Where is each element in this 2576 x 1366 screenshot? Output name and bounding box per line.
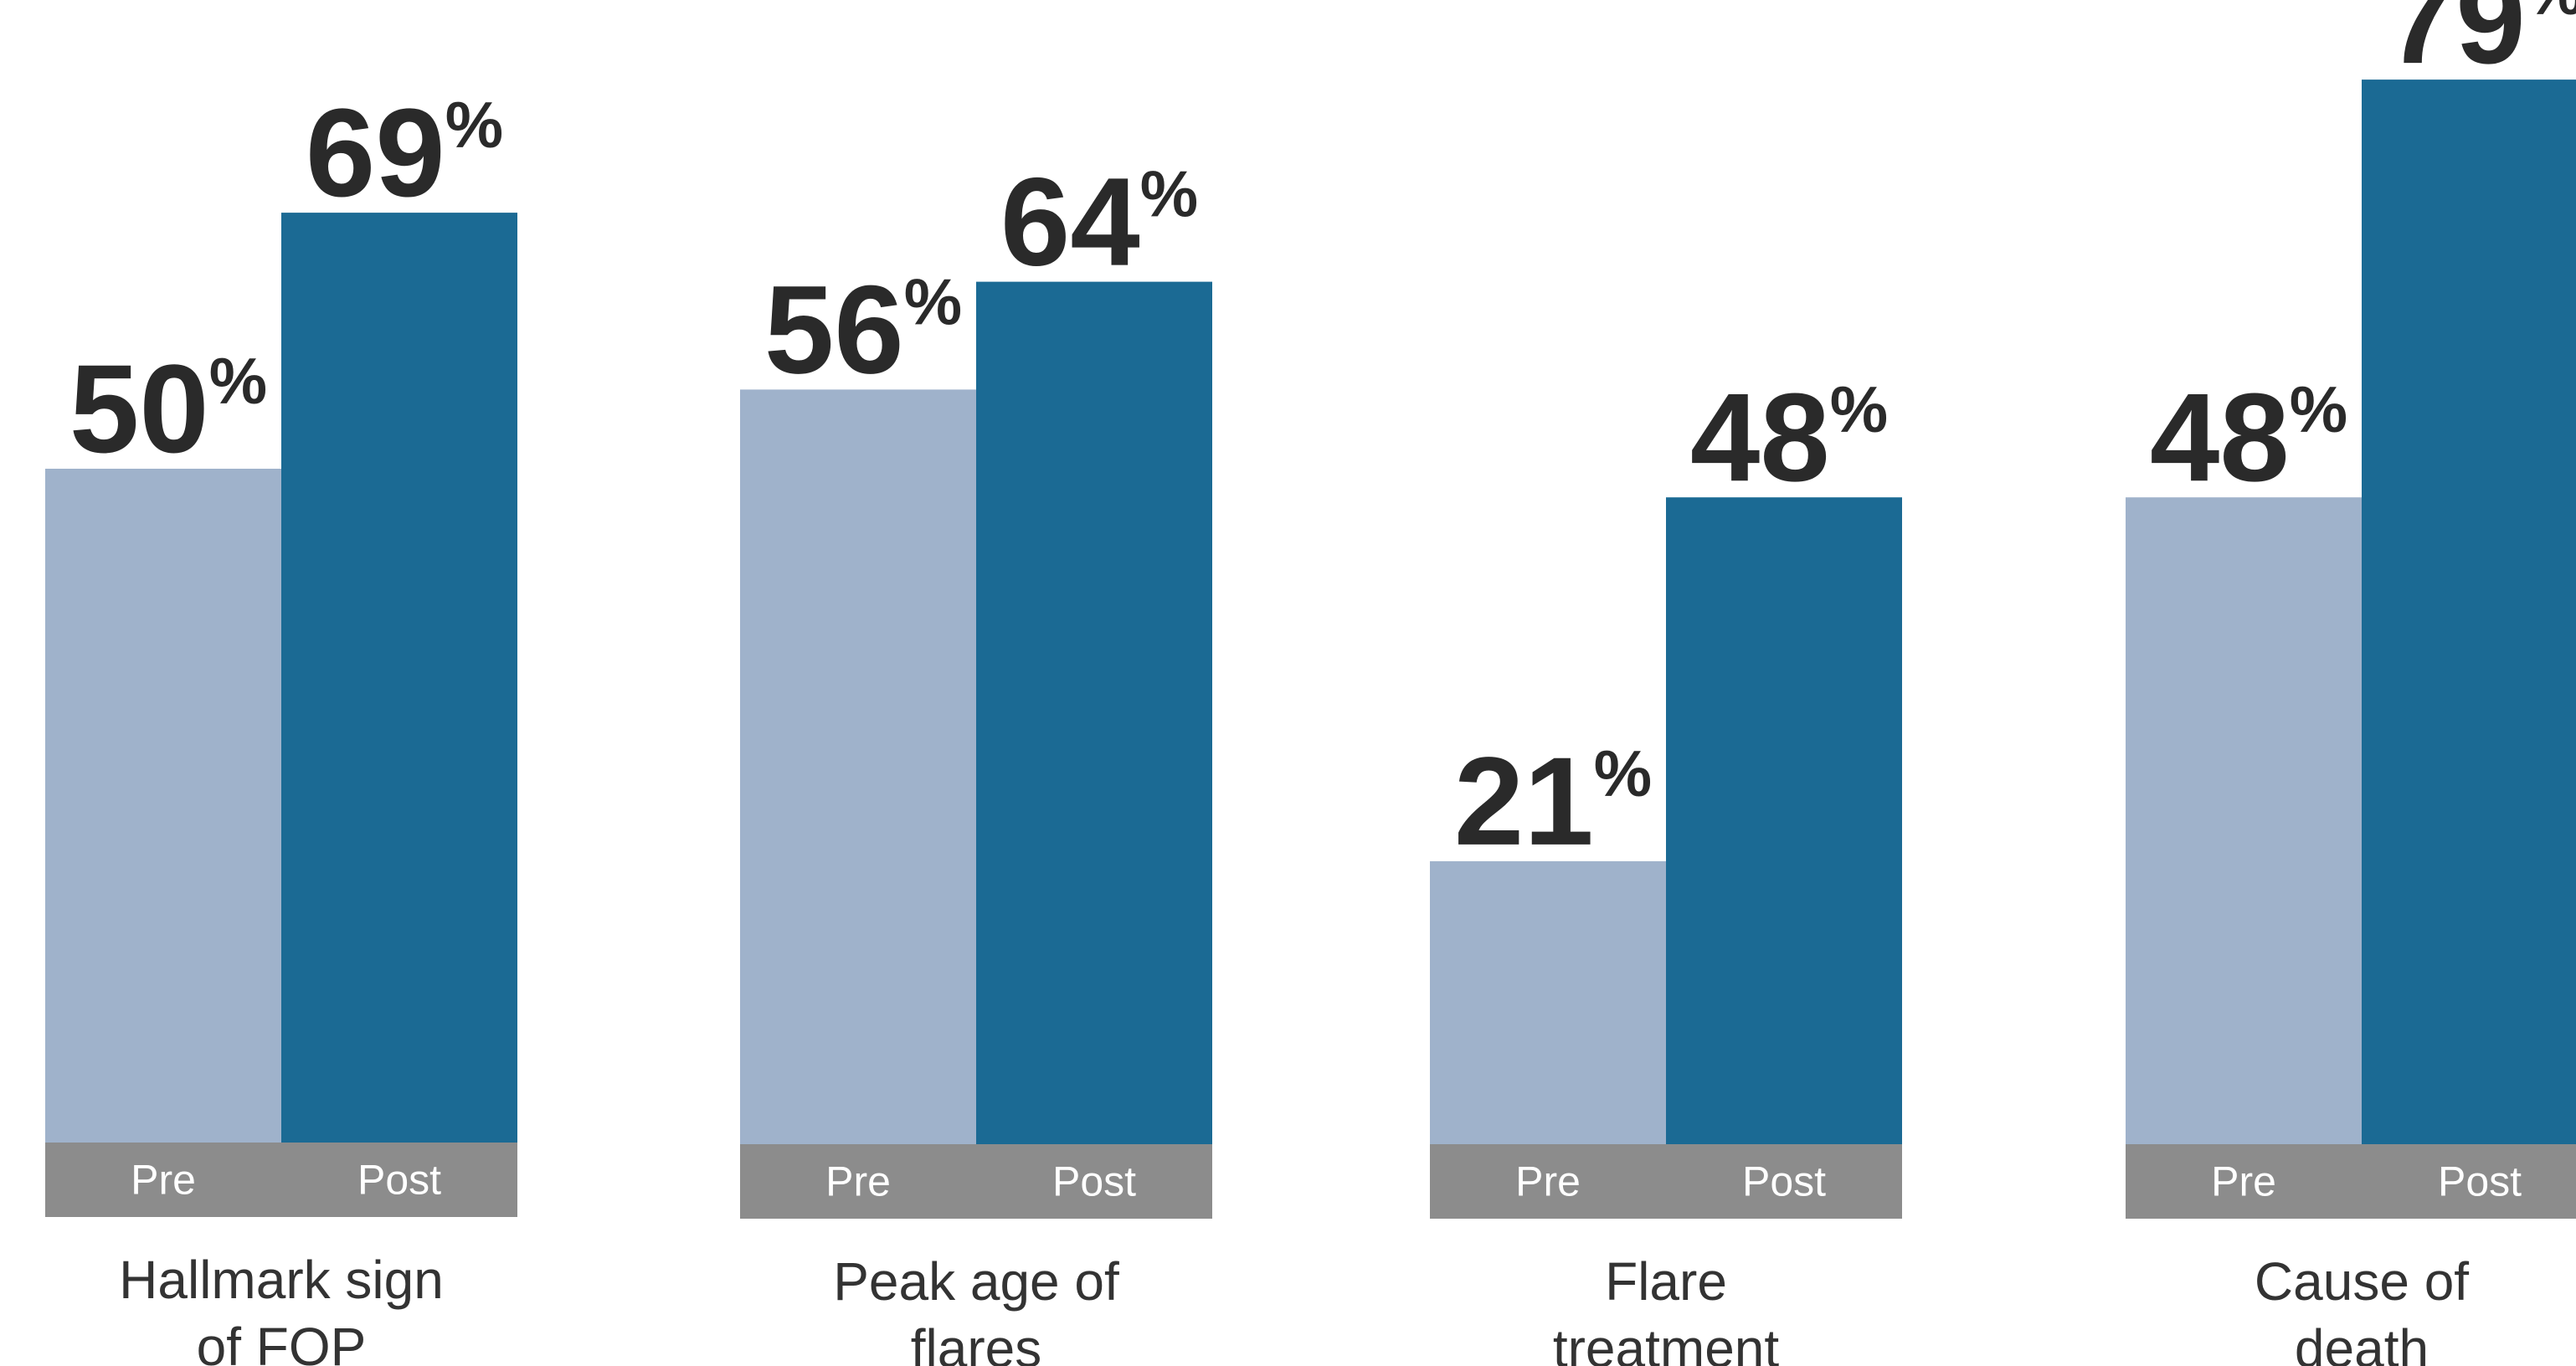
category-label-4-line-2: death <box>2295 1318 2429 1366</box>
value-label-pre-4: 48% <box>2150 367 2347 507</box>
strip-label-post-1: Post <box>357 1157 441 1204</box>
pre-post-strip-3 <box>1430 1144 1902 1219</box>
value-label-post-3: 48% <box>1690 367 1888 507</box>
bar-post-1 <box>281 213 517 1143</box>
category-label-4-line-1: Cause of <box>2255 1251 2469 1312</box>
strip-label-pre-1: Pre <box>131 1157 196 1204</box>
pre-post-strip-1 <box>45 1143 517 1217</box>
value-label-post-4: 79% <box>2386 0 2576 90</box>
category-label-2-line-1: Peak age of <box>833 1251 1119 1312</box>
category-label-2-line-2: flares <box>911 1318 1042 1366</box>
strip-label-pre-2: Pre <box>825 1158 891 1205</box>
strip-label-post-3: Post <box>1742 1158 1826 1205</box>
pre-post-strip-4 <box>2126 1144 2576 1219</box>
value-label-post-1: 69% <box>306 82 503 223</box>
bar-post-2 <box>976 281 1212 1145</box>
bar-post-3 <box>1666 497 1902 1144</box>
value-label-post-2: 64% <box>1000 151 1198 292</box>
category-label-1-line-2: of FOP <box>197 1317 367 1366</box>
strip-label-pre-4: Pre <box>2211 1158 2276 1205</box>
strip-label-post-4: Post <box>2438 1158 2522 1205</box>
category-label-3-line-2: treatment <box>1553 1318 1780 1366</box>
bar-pre-1 <box>45 469 281 1143</box>
bar-pre-3 <box>1430 860 1666 1144</box>
category-label-3-line-1: Flare <box>1605 1251 1727 1312</box>
bar-pre-4 <box>2126 497 2362 1144</box>
bar-pre-2 <box>740 389 976 1144</box>
value-label-pre-2: 56% <box>764 259 962 399</box>
category-label-1-line-1: Hallmark sign <box>119 1250 444 1310</box>
value-label-pre-3: 21% <box>1454 731 1652 871</box>
strip-label-pre-3: Pre <box>1515 1158 1581 1205</box>
value-label-pre-1: 50% <box>69 338 267 479</box>
pre-post-strip-2 <box>740 1144 1212 1219</box>
bar-post-4 <box>2362 80 2576 1145</box>
strip-label-post-2: Post <box>1052 1158 1136 1205</box>
